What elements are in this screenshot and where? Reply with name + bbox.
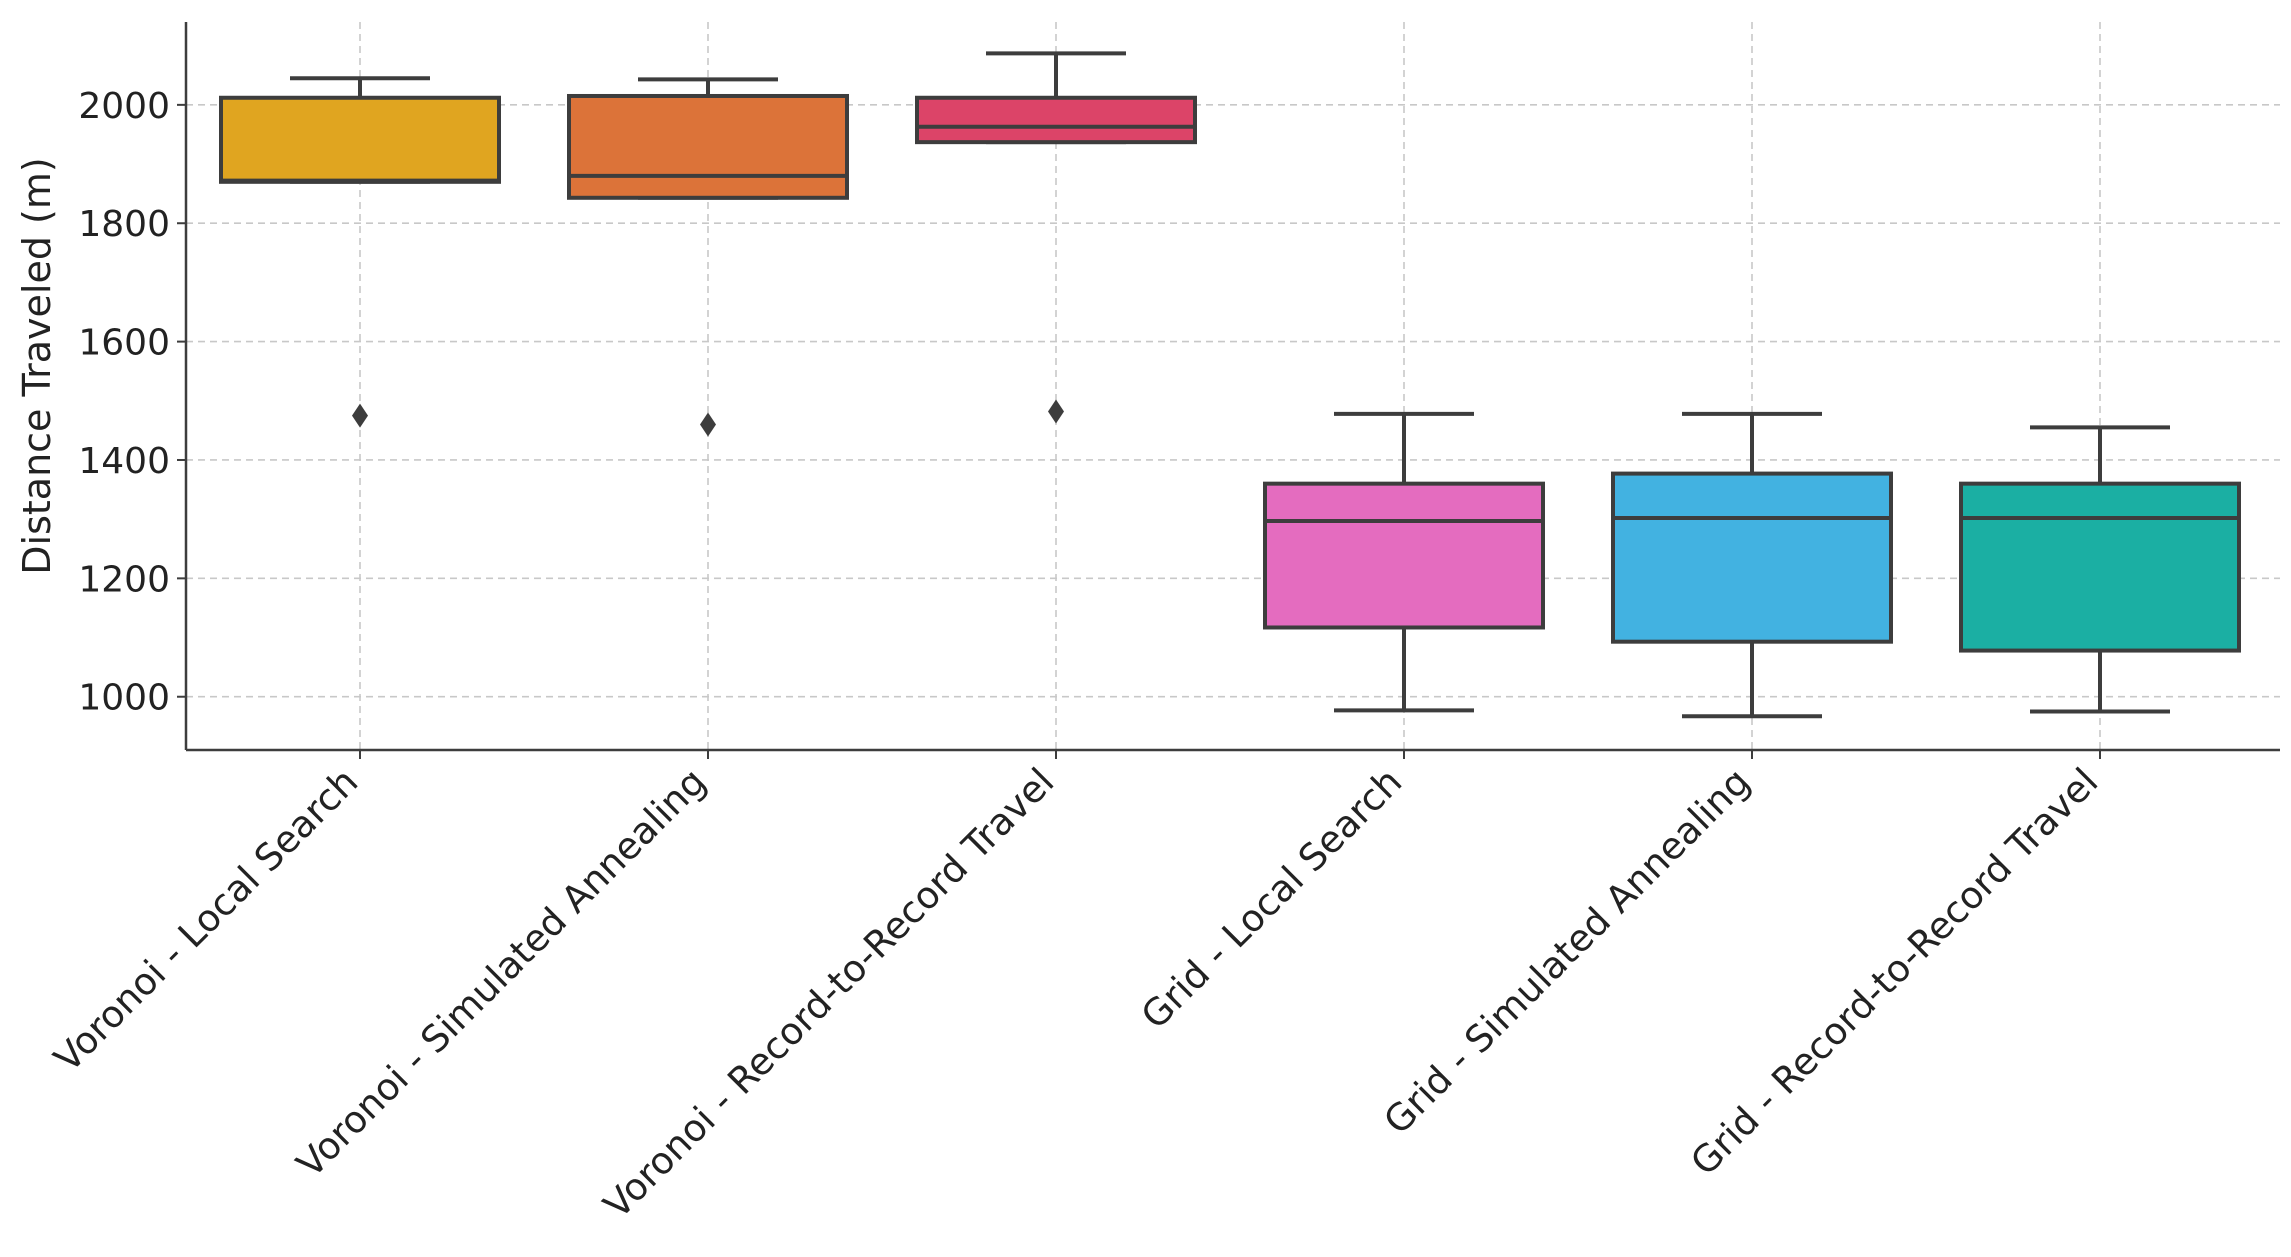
box-group-0 (219, 76, 501, 428)
outlier-2-0 (1048, 399, 1064, 424)
x-category-label-0: Voronoi - Local Search (46, 760, 366, 1080)
box-layer (219, 51, 2241, 719)
y-tick-label-1600: 1600 (78, 323, 170, 364)
iqr-box-3 (1263, 481, 1545, 630)
x-category-label-4: Grid - Simulated Annealing (1376, 760, 1759, 1143)
iqr-box-1 (567, 93, 849, 200)
y-tick-label-1800: 1800 (78, 204, 170, 245)
y-tick-label-1400: 1400 (78, 441, 170, 482)
outlier-0-0 (352, 403, 368, 428)
x-category-label-5: Grid - Record-to-Record Travel (1682, 760, 2106, 1184)
grid-layer (186, 22, 2280, 750)
y-tick-label-1200: 1200 (78, 559, 170, 600)
iqr-box-4 (1611, 471, 1893, 644)
iqr-box-2 (915, 95, 1197, 145)
iqr-box-0 (219, 95, 501, 184)
box-group-2 (915, 51, 1197, 424)
box-group-1 (567, 77, 849, 437)
y-axis-title: Distance Traveled (m) (15, 157, 59, 574)
box-group-5 (1959, 425, 2241, 714)
y-tick-label-2000: 2000 (78, 86, 170, 127)
box-group-3 (1263, 411, 1545, 713)
outlier-1-0 (700, 412, 716, 437)
x-category-label-1: Voronoi - Simulated Annealing (289, 760, 715, 1186)
iqr-box-5 (1959, 481, 2241, 653)
box-group-4 (1611, 411, 1893, 719)
x-category-label-3: Grid - Local Search (1133, 760, 1410, 1037)
y-tick-label-1000: 1000 (78, 678, 170, 719)
axis-layer: Distance Traveled (m) 1000 1200 1400 1600 18… (15, 22, 2280, 1227)
